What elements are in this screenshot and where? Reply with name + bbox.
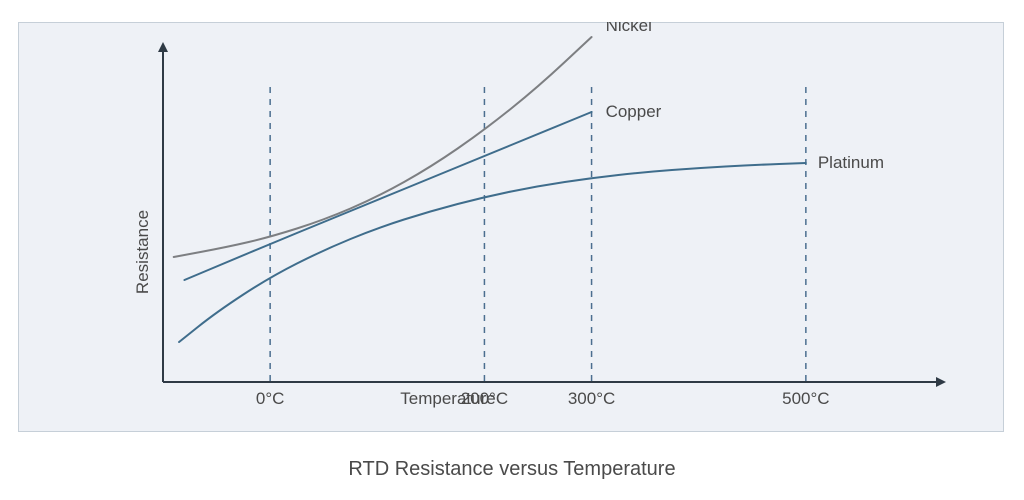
xtick-label-500: 500°C	[782, 389, 829, 408]
x-axis-arrow	[936, 377, 946, 387]
series-platinum	[179, 163, 806, 342]
series-nickel	[174, 37, 592, 257]
xtick-label-300: 300°C	[568, 389, 615, 408]
series-copper	[184, 112, 591, 280]
chart-svg-container: 0°C200°C300°C500°CNickelCopperPlatinumTe…	[18, 22, 1004, 432]
rtd-chart: 0°C200°C300°C500°CNickelCopperPlatinumTe…	[18, 22, 1004, 432]
series-label-nickel: Nickel	[606, 22, 652, 35]
x-axis-label: Temperature	[400, 389, 495, 408]
y-axis-arrow	[158, 42, 168, 52]
series-label-platinum: Platinum	[818, 153, 884, 172]
xtick-label-0: 0°C	[256, 389, 285, 408]
chart-caption: RTD Resistance versus Temperature	[0, 458, 1024, 481]
y-axis-label: Resistance	[133, 210, 152, 294]
series-label-copper: Copper	[606, 102, 662, 121]
